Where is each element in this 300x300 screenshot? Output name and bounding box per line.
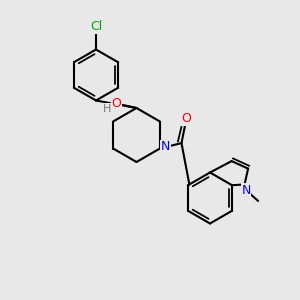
Text: H: H (103, 103, 111, 114)
Text: O: O (182, 112, 191, 125)
Text: N: N (242, 184, 251, 197)
Text: O: O (111, 97, 121, 110)
Text: Cl: Cl (90, 20, 102, 33)
Text: N: N (160, 140, 170, 154)
